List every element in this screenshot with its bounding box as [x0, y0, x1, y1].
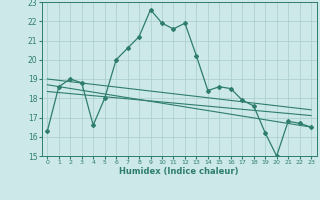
X-axis label: Humidex (Indice chaleur): Humidex (Indice chaleur)	[119, 167, 239, 176]
